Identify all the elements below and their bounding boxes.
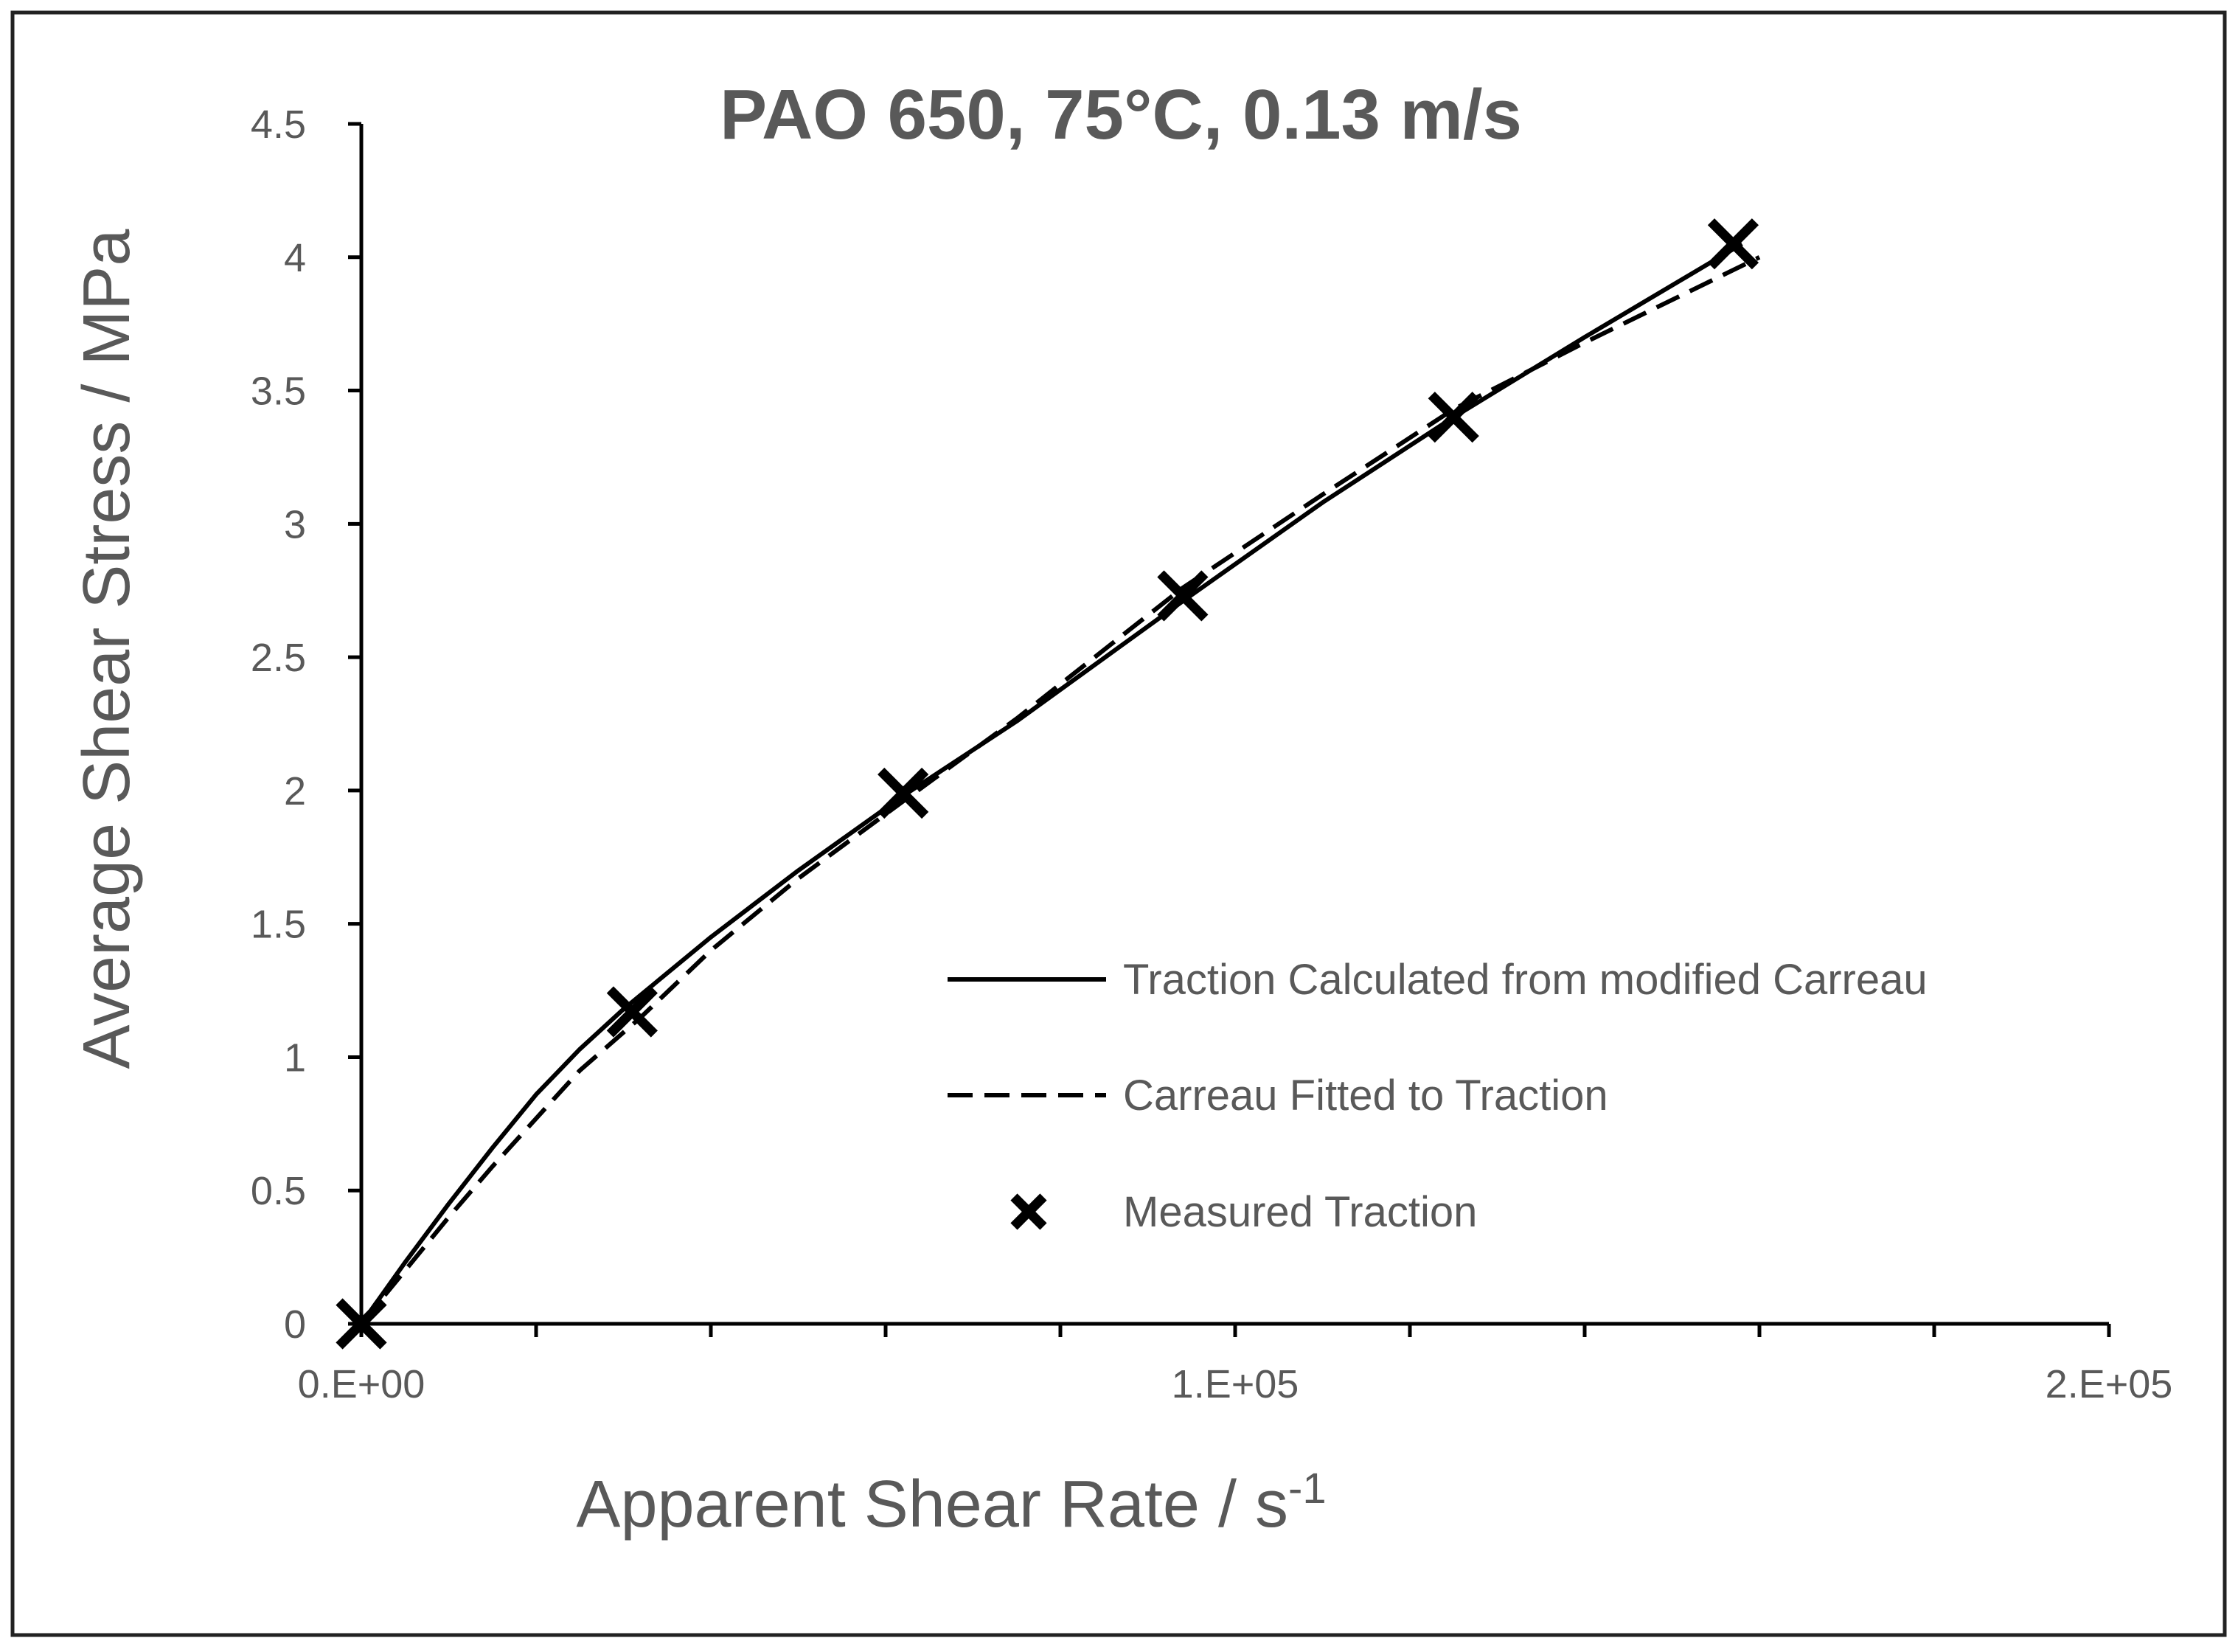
measured-traction-point <box>878 767 929 819</box>
x-marker-stroke <box>1428 392 1479 443</box>
x-tick-label: 1.E+05 <box>1172 1362 1299 1406</box>
axes <box>348 122 2111 1337</box>
chart-frame <box>10 10 2227 1637</box>
x-marker-stroke <box>606 986 658 1038</box>
legend-label-markers: Measured Traction <box>1123 1188 1477 1236</box>
measured-traction-point <box>336 1298 387 1350</box>
y-tick-label: 0.5 <box>251 1169 306 1213</box>
markers-layer <box>336 218 1759 1350</box>
x-axis-label: Apparent Shear Rate / s-1 <box>576 1465 1326 1541</box>
measured-traction-point <box>1428 392 1479 443</box>
legend-x-marker-icon <box>1010 1193 1047 1230</box>
x-marker-stroke <box>878 767 929 819</box>
legend-label-solid: Traction Calculated from modified Carrea… <box>1123 956 1928 1004</box>
y-tick-label: 3 <box>284 502 306 546</box>
x-tick-label: 2.E+05 <box>2046 1362 2173 1406</box>
measured-traction-point <box>1707 218 1759 270</box>
y-tick-label: 0 <box>284 1302 306 1347</box>
series-layer <box>359 242 1761 1325</box>
x-marker-stroke <box>1157 570 1209 622</box>
y-tick-label: 4.5 <box>251 103 306 147</box>
y-axis-label: Average Shear Stress / MPa <box>70 229 144 1069</box>
y-tick-label: 2.5 <box>251 636 306 680</box>
x-marker-stroke <box>1707 218 1759 270</box>
measured-traction-point <box>606 986 658 1038</box>
series-carreau-fitted-line <box>359 255 1761 1325</box>
y-tick-label: 2 <box>284 769 306 813</box>
x-tick-label: 0.E+00 <box>298 1362 425 1406</box>
x-axis-label-superscript: -1 <box>1288 1465 1327 1513</box>
y-tick-labels: 0 0.5 1 1.5 2 2.5 3 3.5 4 4.5 <box>251 103 306 1347</box>
x-tick-labels: 0.E+00 1.E+05 2.E+05 <box>298 1362 2173 1406</box>
y-tick-label: 4 <box>284 236 306 280</box>
y-tick-label: 3.5 <box>251 369 306 414</box>
y-tick-label: 1.5 <box>251 903 306 947</box>
legend: Traction Calculated from modified Carrea… <box>948 956 1928 1236</box>
series-modified-carreau-line <box>359 242 1743 1325</box>
measured-traction-point <box>1157 570 1209 622</box>
x-marker-stroke <box>336 1298 387 1350</box>
y-tick-label: 1 <box>284 1035 306 1080</box>
x-axis-label-text: Apparent Shear Rate / s <box>576 1468 1288 1541</box>
chart-title: PAO 650, 75°C, 0.13 m/s <box>720 75 1522 154</box>
legend-label-dashed: Carreau Fitted to Traction <box>1123 1072 1608 1120</box>
